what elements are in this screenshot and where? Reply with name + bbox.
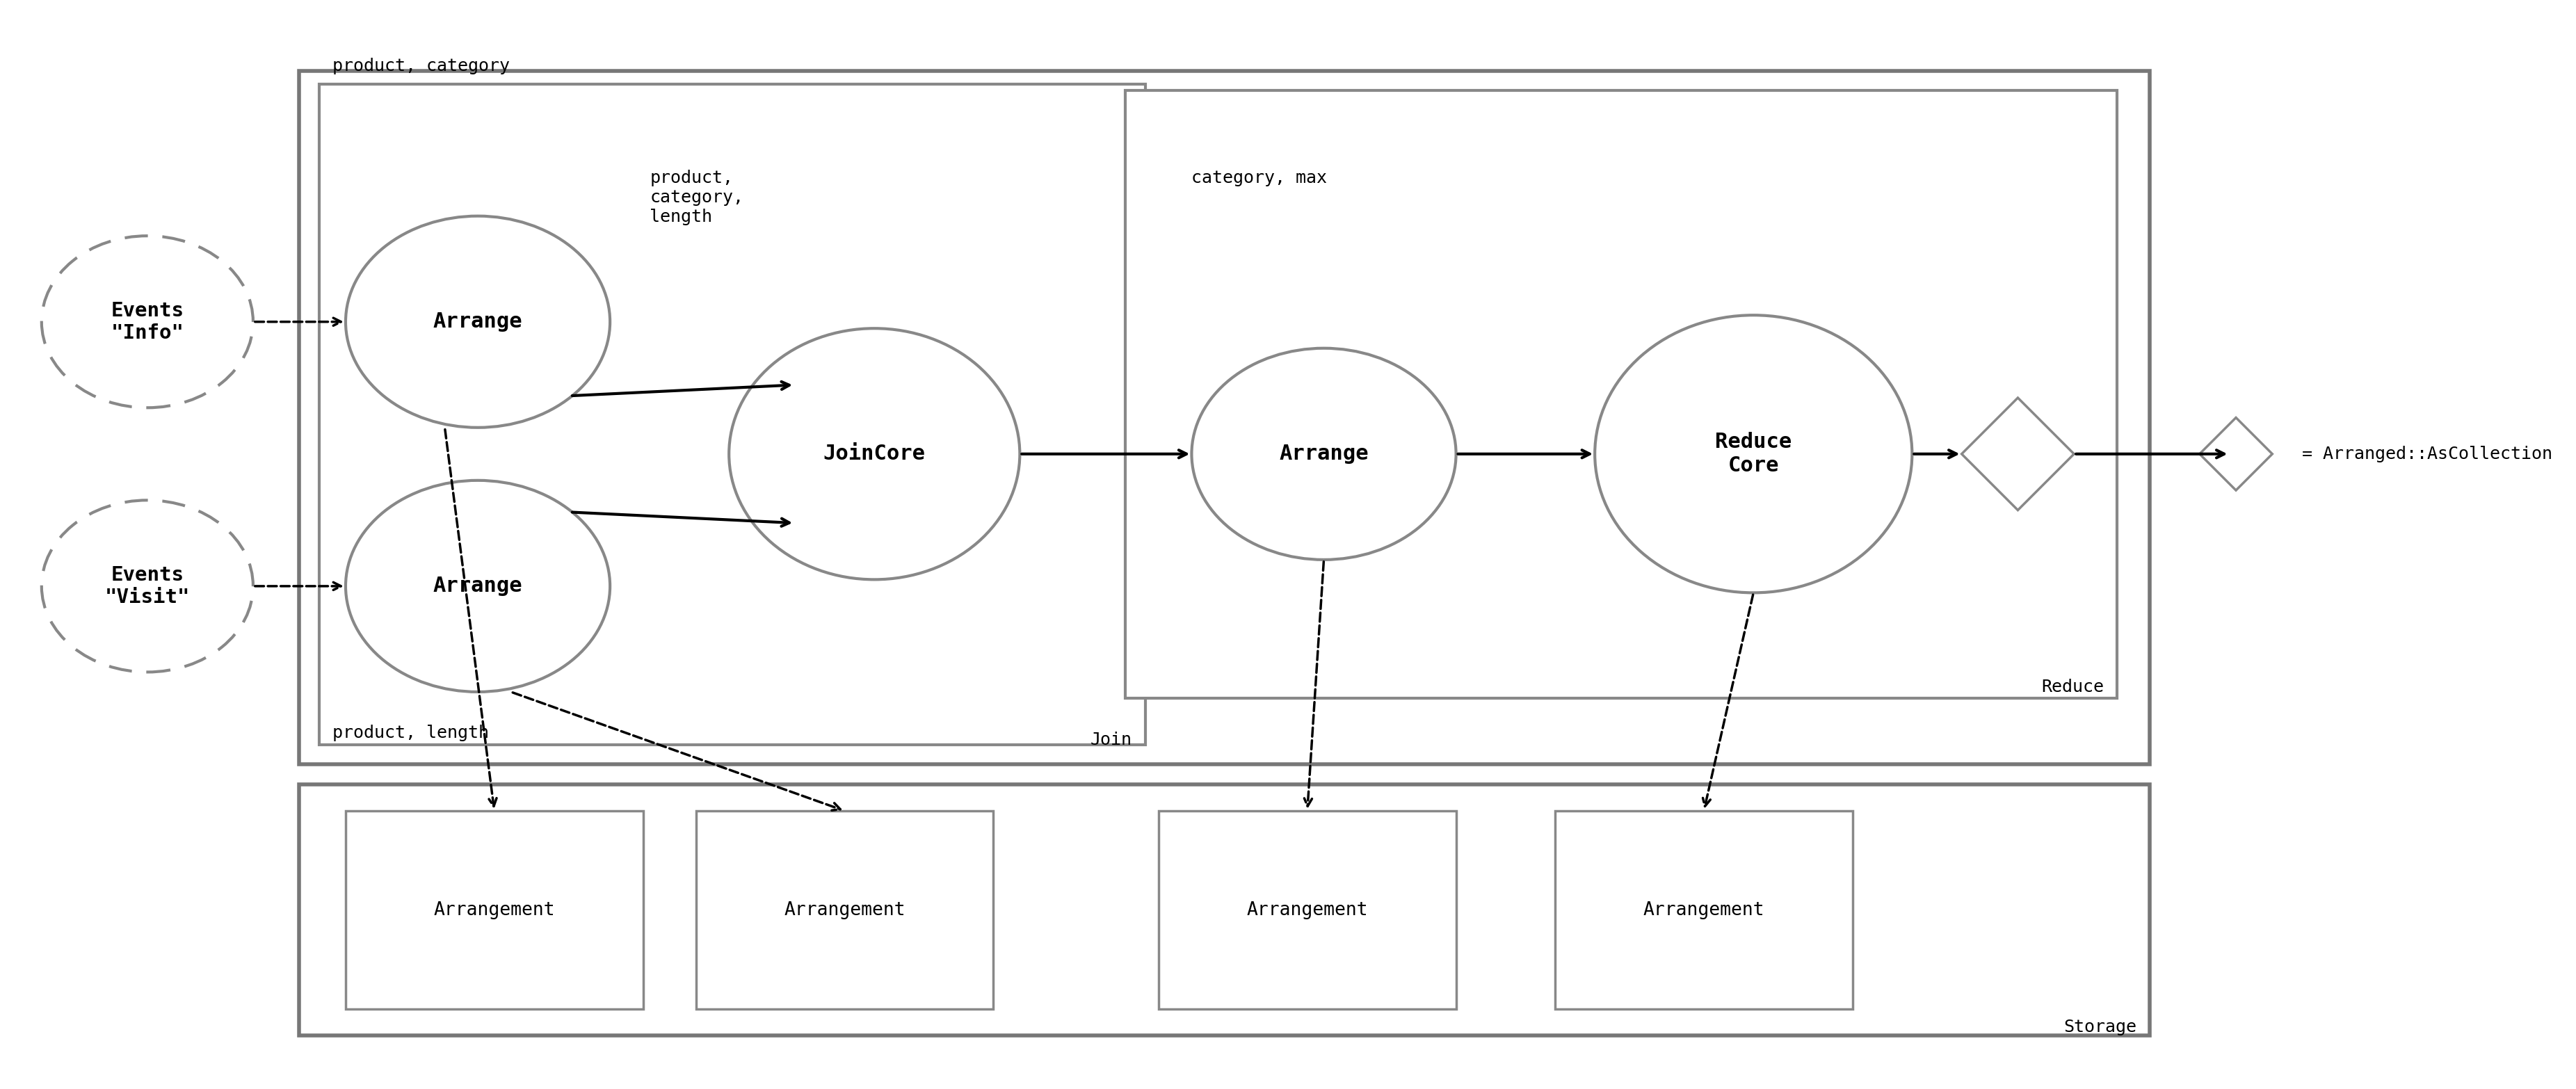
- Bar: [1159, 811, 1455, 1010]
- Bar: [345, 811, 644, 1010]
- Ellipse shape: [345, 480, 611, 692]
- Bar: [1126, 90, 2117, 698]
- Text: Arrangement: Arrangement: [783, 901, 904, 919]
- Text: Storage: Storage: [2063, 1019, 2138, 1036]
- Polygon shape: [1963, 397, 2074, 510]
- Text: Reduce: Reduce: [2040, 678, 2105, 696]
- Ellipse shape: [1193, 348, 1455, 560]
- Text: Events
"Info": Events "Info": [111, 301, 183, 343]
- Ellipse shape: [1595, 315, 1911, 592]
- Ellipse shape: [729, 329, 1020, 579]
- Text: product, category: product, category: [332, 58, 510, 74]
- Text: Events
"Visit": Events "Visit": [106, 565, 191, 608]
- Ellipse shape: [41, 236, 252, 407]
- Text: Arrange: Arrange: [1280, 444, 1368, 464]
- Bar: [299, 784, 2151, 1036]
- Polygon shape: [2200, 417, 2272, 490]
- Text: Reduce
Core: Reduce Core: [1716, 432, 1793, 476]
- Text: Arrangement: Arrangement: [1247, 901, 1368, 919]
- Text: Arrangement: Arrangement: [1643, 901, 1765, 919]
- Ellipse shape: [41, 500, 252, 672]
- Text: Arrange: Arrange: [433, 311, 523, 332]
- Text: Join: Join: [1090, 732, 1133, 748]
- Text: Arrange: Arrange: [433, 576, 523, 596]
- Text: category, max: category, max: [1193, 170, 1327, 186]
- Ellipse shape: [345, 216, 611, 428]
- Text: Arrangement: Arrangement: [433, 901, 554, 919]
- Bar: [319, 84, 1146, 745]
- Text: product,
category,
length: product, category, length: [649, 170, 744, 225]
- Bar: [299, 71, 2151, 764]
- Bar: [696, 811, 994, 1010]
- Text: = Arranged::AsCollection: = Arranged::AsCollection: [2303, 445, 2553, 463]
- Bar: [1556, 811, 1852, 1010]
- Text: JoinCore: JoinCore: [824, 444, 925, 464]
- Text: product, length: product, length: [332, 725, 489, 742]
